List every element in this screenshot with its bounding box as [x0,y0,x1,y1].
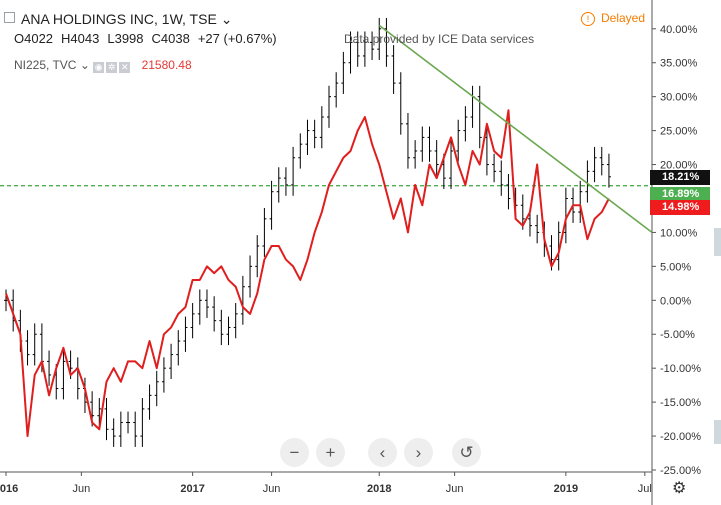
compare-series-line [5,109,610,438]
symbol-title[interactable]: ANA HOLDINGS INC, 1W, TSE ⌄ [4,11,232,28]
hline-value-tag: 16.89% [650,186,710,202]
y-tick-label: -10.00% [660,363,701,375]
y-tick-label: 30.00% [660,92,698,104]
y-tick-label: -15.00% [660,397,701,409]
y-tick-label: -5.00% [660,329,695,341]
change-value: +27 (+0.67%) [197,31,277,46]
scroll-marker [714,228,721,256]
y-tick-label: 40.00% [660,24,698,36]
data-provider-note: Data provided by ICE Data services [344,32,535,46]
x-tick-label: 2017 [180,483,204,495]
compare-last-value-tag: 14.98% [650,199,710,215]
clock-icon: ! [581,12,595,26]
reset-chart-button[interactable]: ↺ [452,438,481,467]
close-value: C4038 [151,31,190,46]
y-tick-label: -25.00% [660,465,701,477]
y-tick-label: -20.00% [660,431,701,443]
x-tick-label: Jul [638,483,652,495]
scroll-marker [714,420,721,444]
delayed-label: Delayed [601,11,646,25]
zoom-out-button[interactable]: − [280,438,309,467]
delayed-badge[interactable]: ! Delayed [581,11,645,26]
scroll-right-button[interactable]: › [404,438,433,467]
gear-icon[interactable]: ⚙ [672,480,687,497]
x-tick-label: Jun [72,483,90,495]
open-value: O4022 [14,31,54,46]
collapse-icon[interactable] [4,12,15,23]
x-tick-label: 2018 [367,483,391,495]
x-tick-label: 2016 [0,483,18,495]
x-tick-label: Jun [446,483,464,495]
y-tick-label: 5.00% [660,261,691,273]
low-value: L3998 [107,31,144,46]
visibility-icon[interactable]: ◉ [93,62,105,73]
zoom-in-button[interactable]: + [316,438,345,467]
x-tick-label: Jun [263,483,281,495]
ohlc-readout: O4022 H4043 L3998 C4038 +27 (+0.67%) [14,31,285,46]
y-tick-label: 10.00% [660,227,698,239]
x-tick-label: 2019 [554,483,578,495]
y-tick-label: 25.00% [660,126,698,138]
main-last-value-tag: 18.21% [650,169,710,185]
scroll-left-button[interactable]: ‹ [368,438,397,467]
chevron-down-icon[interactable]: ⌄ [220,11,233,27]
compare-symbol-row: NI225, TVC ⌄ ◉ ✲ ✕ 21580.48 [14,58,192,73]
y-tick-label: 0.00% [660,295,691,307]
chevron-down-icon[interactable]: ⌄ [79,58,90,72]
symbol-label: ANA HOLDINGS INC, 1W, TSE [21,11,217,27]
remove-icon[interactable]: ✕ [119,62,131,73]
settings-icon[interactable]: ✲ [106,62,118,73]
compare-symbol-label[interactable]: NI225, TVC [14,58,77,72]
trendline [378,24,653,234]
y-tick-label: 35.00% [660,58,698,70]
y-tick-label: 20.00% [660,160,698,172]
high-value: H4043 [61,31,100,46]
compare-value: 21580.48 [141,58,192,72]
